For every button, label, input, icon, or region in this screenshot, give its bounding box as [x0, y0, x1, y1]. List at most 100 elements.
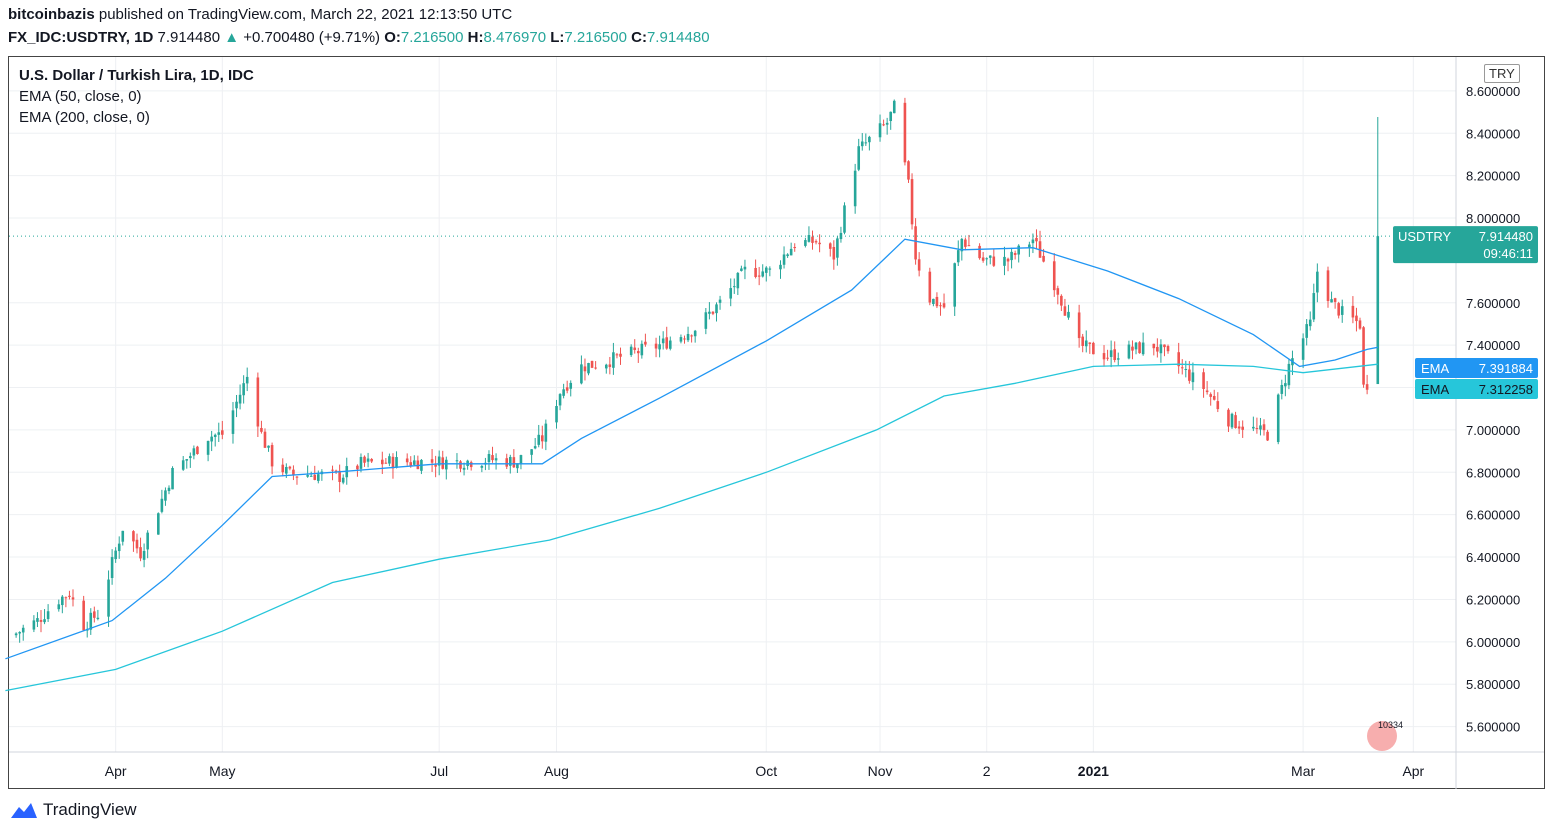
candle-body — [789, 248, 793, 256]
candle-body — [338, 470, 341, 482]
up-arrow-icon: ▲ — [224, 29, 240, 46]
candle-body — [61, 596, 64, 606]
candle-body — [932, 298, 935, 305]
candle-body — [636, 351, 640, 354]
candle-body — [93, 611, 96, 618]
chart-legend-title: U.S. Dollar / Turkish Lira, 1D, IDC — [19, 67, 254, 84]
candle-body — [309, 475, 313, 477]
candle-body — [942, 303, 946, 308]
candle-body — [1355, 315, 1358, 322]
x-tick-label: Oct — [755, 763, 777, 779]
candle-body — [555, 406, 558, 423]
candle-body — [654, 343, 658, 349]
candle-body — [615, 354, 619, 356]
candle-body — [1166, 346, 1170, 352]
tradingview-logo-icon — [11, 803, 37, 818]
candle-body — [146, 532, 149, 550]
candle-body — [1184, 368, 1188, 370]
candle-body — [779, 264, 782, 270]
symbol-name: FX_IDC:USDTRY, 1D — [8, 29, 154, 46]
candle-body — [437, 456, 441, 466]
watermark-badge-icon — [1367, 721, 1397, 751]
candle-body — [1106, 357, 1109, 359]
y-tick-label: 6.400000 — [1466, 550, 1520, 565]
low-value: 7.216500 — [564, 29, 627, 46]
candle-body — [356, 465, 359, 470]
candle-body — [985, 258, 989, 260]
candle-body — [619, 353, 622, 357]
candle-body — [988, 255, 992, 258]
candle-body — [121, 530, 125, 542]
candle-body — [1177, 352, 1180, 367]
candle-body — [715, 304, 718, 314]
candle-body — [1212, 396, 1216, 400]
ema50-label-box — [1415, 358, 1538, 378]
candle-body — [992, 256, 996, 266]
candle-body — [192, 448, 196, 456]
candle-body — [914, 226, 917, 260]
candle-body — [1017, 245, 1021, 255]
candle-body — [171, 467, 174, 490]
x-tick-label: Jul — [430, 763, 448, 779]
candle-body — [206, 440, 210, 455]
candle-body — [245, 376, 249, 384]
candle-body — [68, 595, 71, 597]
y-tick-label: 6.600000 — [1466, 508, 1520, 523]
candle-body — [853, 170, 857, 207]
candle-body — [668, 340, 672, 349]
candle-body — [917, 259, 921, 271]
candle-body — [39, 619, 43, 622]
ema50-legend[interactable]: EMA (50, close, 0) — [19, 88, 142, 105]
author-name[interactable]: bitcoinbazis — [8, 6, 95, 23]
candle-body — [1276, 394, 1280, 443]
high-value: 8.476970 — [483, 29, 547, 46]
y-tick-label: 8.000000 — [1466, 211, 1520, 226]
last-price-value: 7.914480 — [1479, 229, 1533, 244]
candle-body — [281, 464, 285, 473]
candle-body — [782, 254, 786, 265]
candle-body — [612, 352, 615, 368]
candle-body — [117, 543, 121, 552]
candle-body — [405, 458, 409, 463]
currency-tag[interactable]: TRY — [1484, 64, 1520, 83]
candle-body — [359, 456, 363, 469]
candle-body — [1088, 342, 1092, 344]
candle-body — [814, 241, 818, 243]
footer-brand[interactable]: TradingView — [10, 800, 137, 820]
candle-body — [235, 401, 238, 409]
candle-body — [285, 466, 288, 474]
candle-body — [1052, 261, 1056, 291]
candle-body — [221, 430, 224, 435]
candle-body — [1205, 390, 1209, 393]
candle-body — [1340, 306, 1344, 315]
candle-body — [1358, 320, 1362, 329]
ema200-legend[interactable]: EMA (200, close, 0) — [19, 109, 150, 126]
candle-body — [1209, 394, 1212, 397]
x-tick-label: Aug — [544, 763, 569, 779]
last-price: 7.914480 — [157, 29, 221, 46]
close-label: C: — [631, 29, 647, 46]
candle-body — [569, 382, 573, 389]
candle-body — [82, 600, 85, 631]
candle-body — [416, 460, 420, 470]
candle-body — [540, 435, 544, 442]
last-candle-body — [1376, 236, 1380, 385]
candle-body — [679, 337, 683, 342]
candle-body — [1259, 425, 1262, 430]
candle-body — [139, 547, 142, 559]
countdown-timer: 09:46:11 — [1483, 246, 1533, 261]
candle-body — [839, 232, 843, 240]
candle-body — [1255, 428, 1259, 430]
candle-body — [1230, 413, 1234, 428]
candle-body — [1241, 426, 1244, 430]
candle-body — [665, 337, 669, 349]
candle-body — [743, 266, 747, 270]
candle-body — [732, 286, 736, 288]
candle-body — [1301, 338, 1305, 360]
candle-body — [107, 579, 110, 617]
candle-body — [761, 271, 765, 277]
candle-body — [334, 470, 338, 472]
candle-body — [462, 467, 466, 470]
candle-body — [690, 335, 693, 337]
